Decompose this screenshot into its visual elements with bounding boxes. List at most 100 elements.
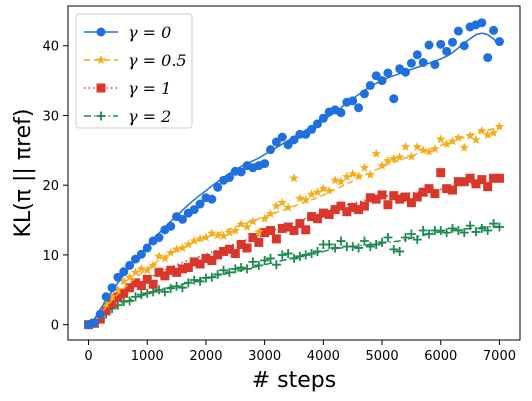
series-3 xyxy=(84,219,504,330)
data-point xyxy=(424,184,434,194)
data-point xyxy=(347,169,358,179)
series-line xyxy=(88,126,500,326)
data-point xyxy=(166,221,176,231)
data-point xyxy=(442,184,452,194)
data-point xyxy=(189,257,199,267)
data-point xyxy=(195,259,205,269)
data-point xyxy=(89,318,99,328)
data-point xyxy=(101,306,111,316)
data-point xyxy=(195,233,205,243)
data-point xyxy=(401,67,411,77)
data-point xyxy=(436,226,446,236)
legend-marker xyxy=(96,27,106,37)
data-point xyxy=(477,175,487,185)
data-point xyxy=(242,243,252,253)
data-point xyxy=(424,229,434,239)
data-point xyxy=(348,203,358,213)
data-point xyxy=(383,68,393,78)
data-point xyxy=(436,134,446,144)
data-point xyxy=(447,136,458,146)
data-point xyxy=(212,230,223,240)
data-point xyxy=(301,250,311,260)
data-point xyxy=(471,227,481,237)
data-point xyxy=(330,175,340,185)
data-point xyxy=(125,260,135,270)
data-point xyxy=(377,190,387,200)
data-point xyxy=(465,173,475,183)
data-point xyxy=(95,314,105,324)
data-point xyxy=(430,60,440,70)
data-point xyxy=(142,265,152,275)
data-point xyxy=(307,124,317,134)
legend-marker xyxy=(96,55,106,65)
data-point xyxy=(230,225,241,235)
data-point xyxy=(201,253,211,263)
data-point xyxy=(471,134,481,144)
data-point xyxy=(318,113,328,123)
data-point xyxy=(295,251,305,261)
data-point xyxy=(441,139,452,149)
data-point xyxy=(354,205,364,215)
data-point xyxy=(348,242,358,252)
data-point xyxy=(236,239,246,249)
data-point xyxy=(142,243,152,253)
data-point xyxy=(289,135,299,145)
data-point xyxy=(189,205,199,215)
data-point xyxy=(424,146,434,156)
data-point xyxy=(259,213,270,223)
data-point xyxy=(242,264,252,274)
y-axis: 0 10 20 30 40 xyxy=(42,40,68,334)
data-point xyxy=(131,292,141,302)
data-point xyxy=(483,53,493,63)
data-point xyxy=(213,269,223,279)
data-point xyxy=(312,119,322,129)
y-tick-label: 20 xyxy=(42,179,59,194)
data-point xyxy=(160,271,170,281)
data-point xyxy=(377,160,387,170)
data-point xyxy=(266,145,276,155)
data-point xyxy=(219,246,229,256)
data-point xyxy=(136,281,146,291)
data-point xyxy=(324,209,334,219)
data-point xyxy=(201,232,211,242)
x-tick-label: 6000 xyxy=(424,349,457,364)
legend-label: γ = 0 xyxy=(128,23,171,42)
data-point xyxy=(483,226,493,236)
data-point xyxy=(248,216,258,226)
data-point xyxy=(442,46,452,56)
data-point xyxy=(330,205,340,215)
data-point xyxy=(266,253,276,263)
data-point xyxy=(113,272,123,282)
data-point xyxy=(471,179,481,189)
data-point xyxy=(260,228,270,238)
data-point xyxy=(219,265,229,275)
data-point xyxy=(289,173,299,183)
data-point xyxy=(165,247,176,257)
data-point xyxy=(213,250,223,260)
data-point xyxy=(148,287,158,297)
data-point xyxy=(389,153,399,163)
data-point xyxy=(189,275,199,285)
x-tick-label: 5000 xyxy=(366,349,399,364)
data-point xyxy=(113,284,123,294)
data-point xyxy=(289,253,299,263)
legend-marker xyxy=(96,111,106,121)
data-point xyxy=(436,39,446,49)
data-point xyxy=(459,177,469,187)
data-point xyxy=(394,152,405,162)
data-point xyxy=(371,239,381,249)
data-point xyxy=(400,141,411,151)
data-point xyxy=(177,283,187,293)
x-axis: 0 1000 2000 3000 4000 5000 6000 7000 xyxy=(84,340,516,364)
data-point xyxy=(277,250,287,260)
data-point xyxy=(136,249,146,259)
data-point xyxy=(312,187,323,197)
data-point xyxy=(277,132,287,142)
data-point xyxy=(136,290,146,300)
legend-marker xyxy=(96,83,106,93)
data-point xyxy=(148,279,158,289)
data-point xyxy=(277,197,288,207)
data-point xyxy=(365,169,376,179)
data-point xyxy=(482,130,493,140)
data-point xyxy=(254,237,264,247)
